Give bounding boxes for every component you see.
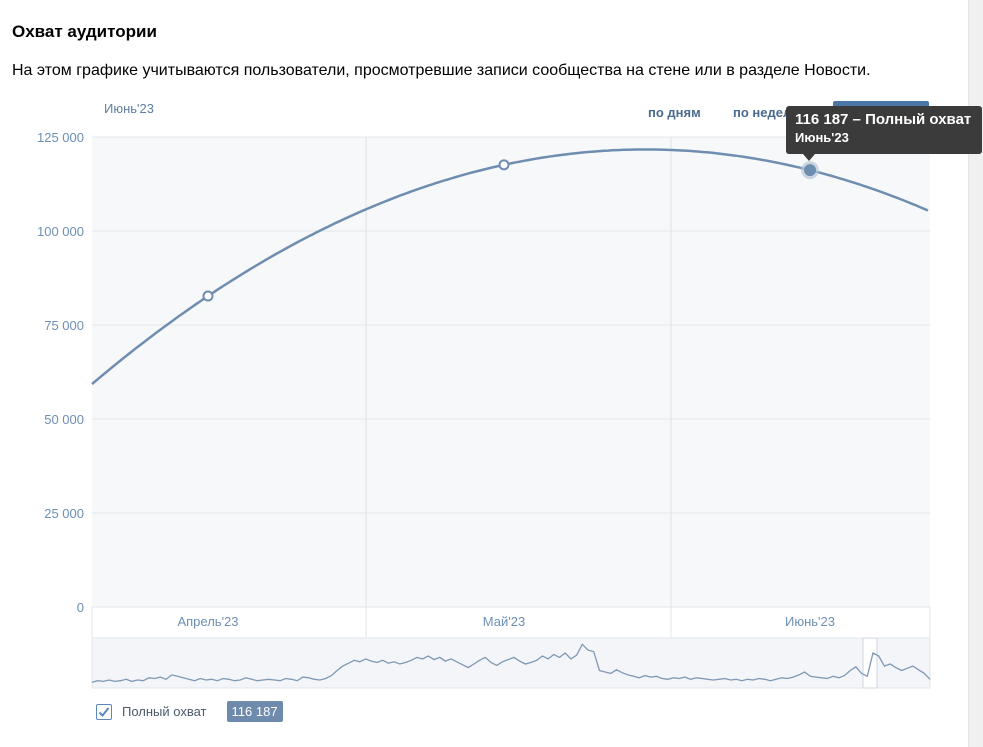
x-axis-band [91,606,931,639]
y-tick-label: 0 [77,600,84,615]
y-tick-label: 50 000 [44,412,84,427]
overview-navigator[interactable] [91,637,931,689]
chart-description: На этом графике учитываются пользователи… [12,62,871,79]
page-title: Охват аудитории [12,22,157,41]
plot-area [92,137,930,607]
mode-tab-days[interactable]: по дням [648,105,701,120]
data-point[interactable] [202,290,214,302]
x-tick-label: Июнь'23 [785,614,835,629]
page-scrollbar[interactable] [968,0,983,747]
y-tick-label: 100 000 [37,224,84,239]
y-tick-label: 25 000 [44,506,84,521]
x-tick-label: Май'23 [483,614,525,629]
legend-label: Полный охват [122,704,207,719]
data-point[interactable] [498,159,510,171]
series-line-full-reach [91,148,929,385]
period-label: Июнь'23 [104,101,154,116]
checkmark-icon [98,706,110,717]
tooltip-date: Июнь'23 [795,130,849,145]
navigator-sparkline [91,643,931,683]
series-checkbox[interactable] [96,703,112,720]
y-tick-label: 125 000 [37,130,84,145]
x-tick-label: Апрель'23 [177,614,238,629]
legend: Полный охват 116 187 [96,701,283,722]
tooltip-value: 116 187 – Полный охват [795,111,972,128]
data-point[interactable] [804,164,816,177]
point-tooltip: 116 187 – Полный охват Июнь'23 [786,106,982,161]
y-tick-label: 75 000 [44,318,84,333]
legend-value-badge: 116 187 [226,701,283,722]
